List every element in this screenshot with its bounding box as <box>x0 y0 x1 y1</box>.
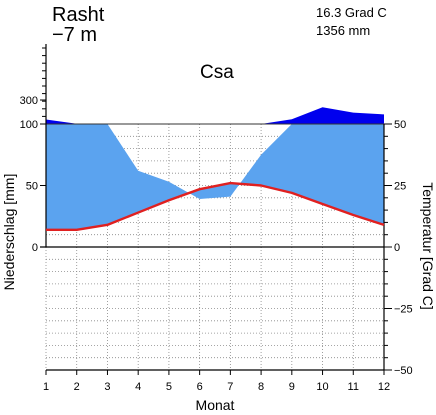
right-tick-label: 50 <box>394 119 406 131</box>
left-tick-label: 0 <box>32 242 38 254</box>
x-tick-label: 6 <box>197 381 203 393</box>
x-tick-label: 7 <box>227 381 233 393</box>
precipitation-fill-layer <box>46 107 384 230</box>
x-tick-label: 5 <box>166 381 172 393</box>
left-tick-label: 300 <box>20 95 38 107</box>
humid-period-area <box>46 124 384 230</box>
x-axis-label: Monat <box>196 397 235 413</box>
x-tick-label: 4 <box>135 381 141 393</box>
temperature-line <box>46 181 385 231</box>
x-tick-label: 9 <box>289 381 295 393</box>
x-tick-label: 11 <box>348 381 359 393</box>
left-tick-label: 100 <box>20 119 38 131</box>
x-tick-label: 8 <box>258 381 264 393</box>
right-tick-label: −50 <box>394 365 413 377</box>
x-tick-label: 3 <box>104 381 110 393</box>
mean-temperature: 16.3 Grad C <box>316 5 387 20</box>
left-tick-label: 50 <box>26 181 38 193</box>
right-axis-label: Temperatur [Grad C] <box>420 182 436 310</box>
x-tick-label: 10 <box>316 381 328 393</box>
right-tick-label: 25 <box>394 181 406 193</box>
right-tick-label: 0 <box>394 242 400 254</box>
temperature-layer <box>46 181 385 231</box>
climate-class: Csa <box>200 62 234 83</box>
perhumid-area <box>46 107 384 124</box>
x-tick-label: 2 <box>74 381 80 393</box>
annual-precipitation: 1356 mm <box>316 23 370 38</box>
x-tick-label: 12 <box>378 381 390 393</box>
right-tick-label: −25 <box>394 304 413 316</box>
station-name: Rasht <box>52 4 105 26</box>
x-tick-label: 1 <box>43 381 49 393</box>
left-axis-label: Niederschlag [mm] <box>1 174 17 291</box>
station-elevation: −7 m <box>52 24 97 46</box>
